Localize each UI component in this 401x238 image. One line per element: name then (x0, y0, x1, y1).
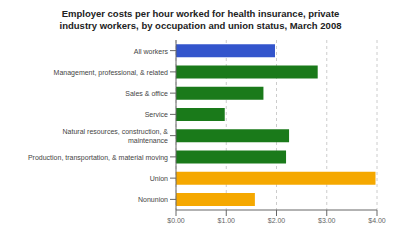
svg-text:$3.00: $3.00 (318, 217, 336, 224)
html-text:Employer costs per hour worked: Employer costs per hour worked for healt… (61, 8, 340, 19)
svg-text:All workers: All workers (134, 47, 169, 54)
svg-text:Sales & office: Sales & office (125, 90, 168, 97)
svg-text:$0.00: $0.00 (167, 217, 185, 224)
svg-text:$1.00: $1.00 (217, 217, 235, 224)
svg-text:Union: Union (150, 175, 168, 182)
html-text:industry workers, by occupatio: industry workers, by occupation and unio… (59, 20, 342, 31)
svg-text:$2.00: $2.00 (268, 217, 286, 224)
svg-text:Natural resources, constructio: Natural resources, construction, &mainte… (63, 128, 169, 144)
svg-text:Production, transportation, &: Production, transportation, & material m… (28, 153, 168, 161)
svg-text:Management, professional, & re: Management, professional, & related (54, 68, 169, 76)
svg-text:$4.00: $4.00 (368, 217, 386, 224)
svg-text:Nonunion: Nonunion (138, 196, 168, 203)
svg-text:Service: Service (145, 111, 168, 118)
